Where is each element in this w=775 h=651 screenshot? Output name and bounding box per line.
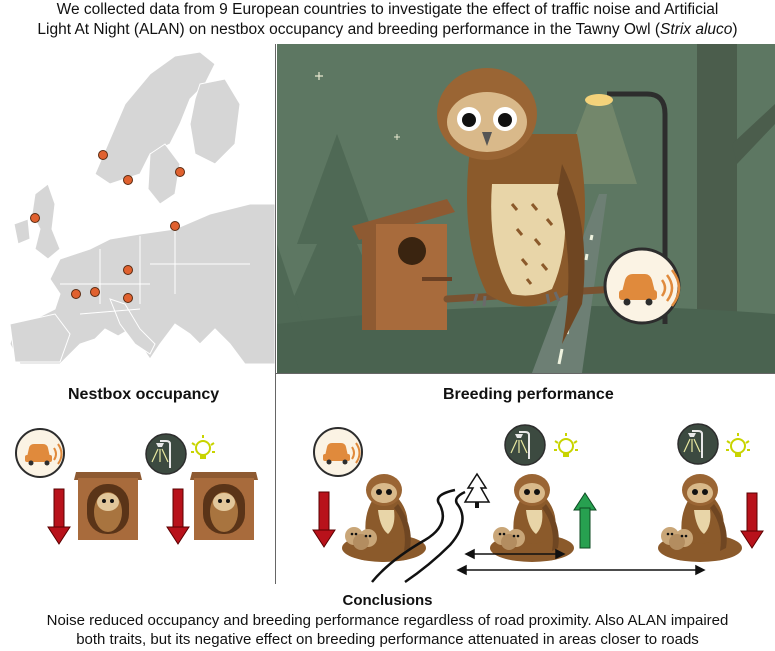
conclusions-line-2: both traits, but its negative effect on …	[76, 631, 699, 648]
owl-icon	[490, 474, 574, 562]
conclusions-line-1: Noise reduced occupancy and breeding per…	[46, 612, 729, 629]
night-scene-illustration	[277, 44, 775, 373]
distance-arrow-near	[464, 548, 566, 560]
conclusions-title: Conclusions	[342, 592, 433, 609]
light-bulb-icon	[725, 432, 751, 458]
street-lamp-icon	[677, 423, 719, 465]
header-line-1: We collected data from 9 European countr…	[56, 1, 719, 18]
car-noise-icon	[313, 427, 363, 477]
owl-illustration	[437, 68, 585, 344]
nestbox-illustration	[352, 199, 455, 330]
site-dot	[30, 213, 40, 223]
distance-arrow-far	[456, 564, 706, 576]
nestbox-icon	[190, 472, 258, 540]
nestbox-icon	[74, 472, 142, 540]
owl-icon	[658, 474, 742, 562]
site-dot	[175, 167, 185, 177]
owl-icon	[342, 474, 426, 562]
conclusions-text: Noise reduced occupancy and breeding per…	[0, 611, 775, 649]
vertical-divider	[275, 44, 276, 584]
site-dot	[90, 287, 100, 297]
site-dot	[123, 293, 133, 303]
light-bulb-icon	[190, 434, 216, 460]
street-lamp-icon	[145, 433, 187, 475]
europe-map	[9, 51, 275, 364]
horizontal-divider	[275, 373, 775, 374]
header-title: We collected data from 9 European countr…	[0, 0, 775, 40]
down-arrow-alan-far-road	[740, 492, 764, 549]
nestbox-occupancy-title: Nestbox occupancy	[68, 386, 220, 403]
up-arrow-alan-near-road	[573, 492, 597, 549]
tree-icon	[463, 472, 491, 508]
car-noise-icon	[15, 428, 65, 478]
species-name: Strix aluco	[660, 21, 733, 38]
breeding-performance-title: Breeding performance	[443, 386, 614, 403]
header-line-2: Light At Night (ALAN) on nestbox occupan…	[37, 21, 738, 38]
site-dot	[170, 221, 180, 231]
site-dot	[98, 150, 108, 160]
effects-diagram	[15, 423, 764, 584]
site-dot	[123, 265, 133, 275]
site-dot	[123, 175, 133, 185]
street-lamp-icon	[504, 424, 546, 466]
light-bulb-icon	[553, 432, 579, 458]
site-dot	[71, 289, 81, 299]
down-arrow-noise	[47, 488, 71, 545]
car-noise-icon	[603, 247, 681, 325]
down-arrow-alan	[166, 488, 190, 545]
down-arrow-noise-breeding	[312, 491, 336, 548]
